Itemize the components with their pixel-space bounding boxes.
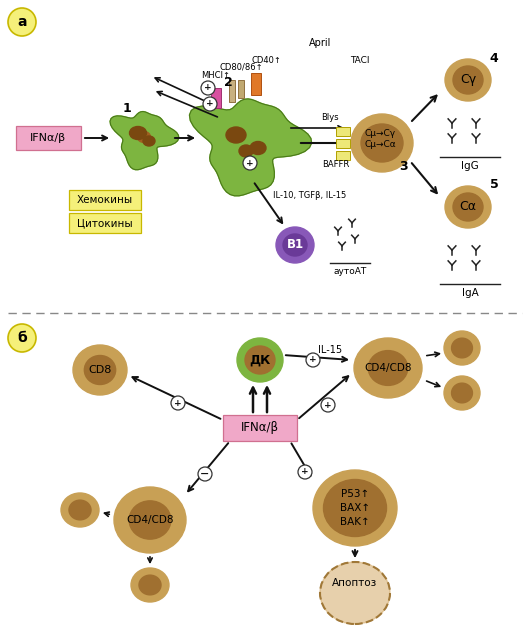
Circle shape xyxy=(198,467,212,481)
Ellipse shape xyxy=(313,470,397,546)
Ellipse shape xyxy=(245,346,275,374)
Text: CD8: CD8 xyxy=(89,365,112,375)
Text: 2: 2 xyxy=(224,76,232,90)
Ellipse shape xyxy=(445,59,491,101)
Ellipse shape xyxy=(139,575,161,595)
Text: P53↑
BAX↑
BAK↑: P53↑ BAX↑ BAK↑ xyxy=(340,489,370,527)
Text: CD40↑: CD40↑ xyxy=(251,56,281,65)
Text: ДК: ДК xyxy=(250,354,271,366)
Text: +: + xyxy=(324,401,332,409)
Text: +: + xyxy=(204,83,212,93)
Text: Апоптоз: Апоптоз xyxy=(332,578,377,588)
Ellipse shape xyxy=(361,124,403,162)
Circle shape xyxy=(203,97,217,111)
Text: IL-15: IL-15 xyxy=(318,345,342,355)
Circle shape xyxy=(201,81,215,95)
Ellipse shape xyxy=(452,338,472,358)
Text: 1: 1 xyxy=(122,101,131,115)
Text: +: + xyxy=(301,468,309,476)
Circle shape xyxy=(243,156,257,170)
Ellipse shape xyxy=(239,145,253,157)
Text: IFNα/β: IFNα/β xyxy=(241,421,279,434)
Text: −: − xyxy=(200,469,210,479)
Ellipse shape xyxy=(129,126,146,140)
FancyBboxPatch shape xyxy=(69,190,141,210)
Ellipse shape xyxy=(129,501,171,539)
Text: +: + xyxy=(206,100,214,108)
Text: B1: B1 xyxy=(286,239,304,252)
Text: IgG: IgG xyxy=(461,161,479,171)
Text: IFNα/β: IFNα/β xyxy=(30,133,66,143)
Text: 3: 3 xyxy=(400,160,408,173)
Circle shape xyxy=(306,353,320,367)
Text: MHCI↑: MHCI↑ xyxy=(201,71,231,80)
Text: +: + xyxy=(246,158,254,168)
Ellipse shape xyxy=(226,127,246,143)
Text: Хемокины: Хемокины xyxy=(77,195,133,205)
Text: IgA: IgA xyxy=(462,288,479,298)
Ellipse shape xyxy=(444,376,480,410)
Ellipse shape xyxy=(73,345,127,395)
Circle shape xyxy=(171,396,185,410)
Ellipse shape xyxy=(368,351,408,386)
FancyBboxPatch shape xyxy=(15,126,81,150)
Ellipse shape xyxy=(276,227,314,263)
Ellipse shape xyxy=(320,562,390,624)
Text: 5: 5 xyxy=(490,178,498,192)
Text: CD80/86↑: CD80/86↑ xyxy=(219,63,263,72)
Text: TACI: TACI xyxy=(350,56,369,65)
Text: Blys: Blys xyxy=(321,113,339,123)
Text: IL-10, TGFβ, IL-15: IL-10, TGFβ, IL-15 xyxy=(273,190,347,200)
Ellipse shape xyxy=(354,338,422,398)
Ellipse shape xyxy=(137,131,151,143)
Circle shape xyxy=(8,324,36,352)
FancyBboxPatch shape xyxy=(336,151,350,160)
Text: CD4/CD8: CD4/CD8 xyxy=(364,363,412,373)
FancyBboxPatch shape xyxy=(211,88,221,108)
Text: 4: 4 xyxy=(490,51,498,64)
Ellipse shape xyxy=(453,193,483,221)
FancyBboxPatch shape xyxy=(238,80,244,98)
Text: +: + xyxy=(174,399,182,408)
Ellipse shape xyxy=(323,480,386,536)
Text: аутоАТ: аутоАТ xyxy=(333,267,367,277)
Ellipse shape xyxy=(114,487,186,553)
Ellipse shape xyxy=(452,383,472,403)
Ellipse shape xyxy=(61,493,99,527)
Ellipse shape xyxy=(250,141,266,155)
Ellipse shape xyxy=(444,331,480,365)
Ellipse shape xyxy=(84,356,116,384)
Ellipse shape xyxy=(445,186,491,228)
Ellipse shape xyxy=(237,338,283,382)
Ellipse shape xyxy=(453,66,483,94)
Text: Cγ: Cγ xyxy=(460,73,476,86)
FancyBboxPatch shape xyxy=(336,139,350,148)
Ellipse shape xyxy=(351,114,413,172)
Circle shape xyxy=(8,8,36,36)
Text: CD4/CD8: CD4/CD8 xyxy=(126,515,174,525)
Ellipse shape xyxy=(131,568,169,602)
Text: BAFFR: BAFFR xyxy=(322,160,350,169)
Ellipse shape xyxy=(143,136,155,146)
Text: Цитокины: Цитокины xyxy=(77,218,133,228)
Circle shape xyxy=(298,465,312,479)
Text: а: а xyxy=(17,15,26,29)
Ellipse shape xyxy=(283,234,307,256)
Ellipse shape xyxy=(69,500,91,520)
Text: б: б xyxy=(17,331,27,345)
FancyBboxPatch shape xyxy=(229,80,235,102)
Text: April: April xyxy=(309,38,331,48)
FancyBboxPatch shape xyxy=(223,415,297,441)
FancyBboxPatch shape xyxy=(251,73,261,95)
Text: +: + xyxy=(309,356,317,364)
Text: Cα: Cα xyxy=(460,200,476,213)
Polygon shape xyxy=(110,111,179,170)
FancyBboxPatch shape xyxy=(69,213,141,233)
FancyBboxPatch shape xyxy=(336,127,350,136)
Circle shape xyxy=(321,398,335,412)
Text: Cμ→Cγ
Cμ→Cα: Cμ→Cγ Cμ→Cα xyxy=(364,129,396,149)
Polygon shape xyxy=(189,99,312,196)
